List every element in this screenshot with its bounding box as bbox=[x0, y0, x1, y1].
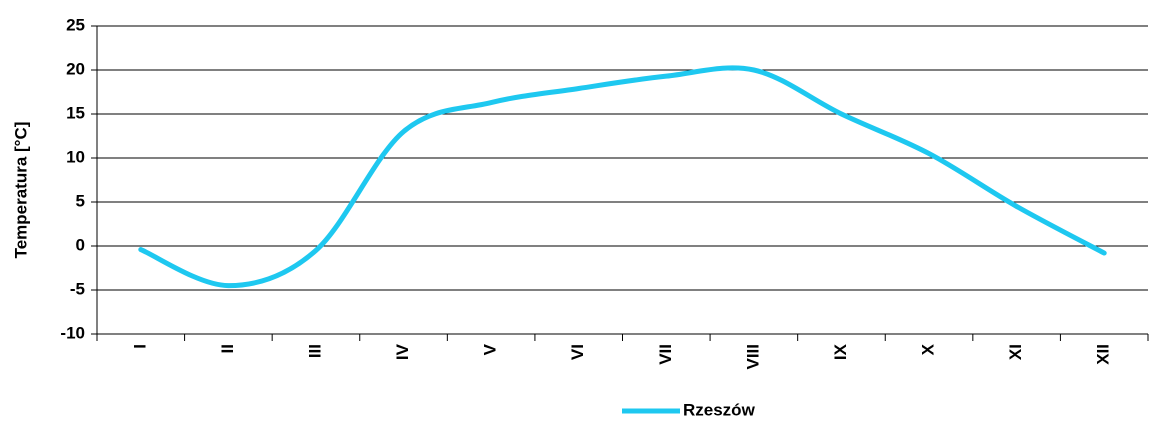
y-tick-label: -10 bbox=[60, 323, 85, 342]
x-tick-label: IX bbox=[831, 343, 850, 360]
y-tick-label: 5 bbox=[76, 191, 85, 210]
y-tick-label: 20 bbox=[66, 59, 85, 78]
x-tick-label: II bbox=[218, 344, 237, 353]
x-tick-label: XII bbox=[1094, 344, 1113, 365]
legend-label: Rzeszów bbox=[683, 400, 756, 419]
x-tick-label: XI bbox=[1006, 344, 1025, 360]
x-tick-label: IV bbox=[393, 343, 412, 360]
y-tick-label: 15 bbox=[66, 103, 85, 122]
x-tick-label: V bbox=[481, 343, 500, 355]
x-tick-label: X bbox=[919, 343, 938, 355]
y-axis-label: Temperatura [°C] bbox=[11, 122, 30, 259]
x-tick-label: VI bbox=[568, 344, 587, 360]
x-tick-label: VIII bbox=[743, 344, 762, 370]
series-line bbox=[138, 65, 1107, 289]
y-tick-label: -5 bbox=[70, 279, 85, 298]
y-tick-label: 25 bbox=[66, 15, 85, 34]
x-tick-label: III bbox=[305, 344, 324, 358]
x-tick-label: VII bbox=[656, 344, 675, 365]
y-tick-label: 10 bbox=[66, 147, 85, 166]
x-tick-label: I bbox=[130, 344, 149, 349]
y-tick-label: 0 bbox=[76, 235, 85, 254]
